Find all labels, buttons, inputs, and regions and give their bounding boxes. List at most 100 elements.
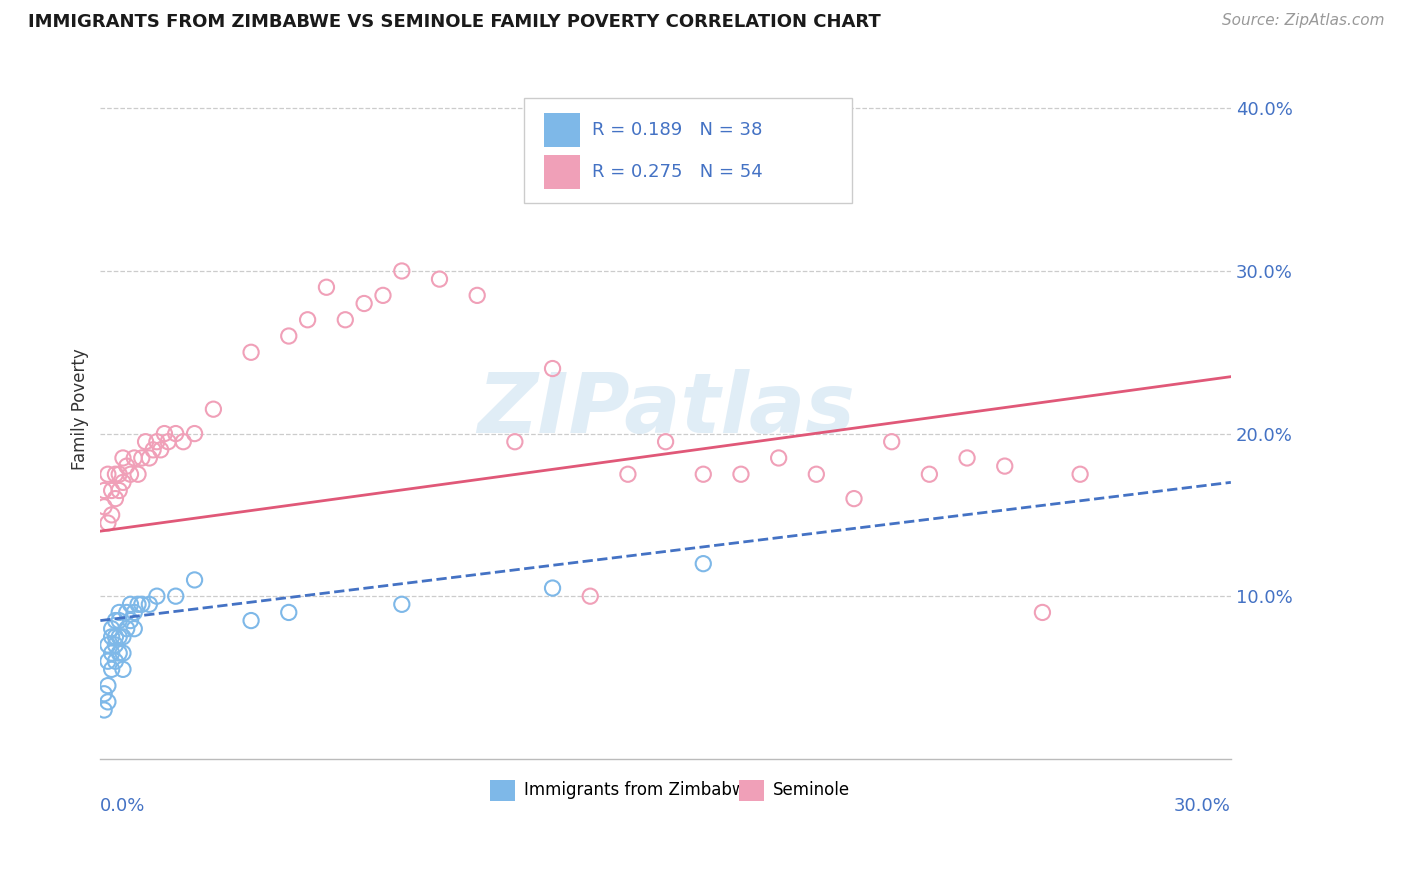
Point — [122, 450, 145, 465]
Bar — [544, 155, 579, 189]
Text: 30.0%: 30.0% — [1174, 797, 1230, 815]
Point — [122, 606, 145, 620]
Text: Source: ZipAtlas.com: Source: ZipAtlas.com — [1222, 13, 1385, 29]
Point — [183, 426, 205, 441]
Point — [120, 614, 142, 628]
Point — [100, 630, 122, 644]
Point — [131, 450, 153, 465]
Point — [93, 687, 115, 701]
Point — [157, 434, 180, 449]
Point — [541, 581, 564, 595]
Text: IMMIGRANTS FROM ZIMBABWE VS SEMINOLE FAMILY POVERTY CORRELATION CHART: IMMIGRANTS FROM ZIMBABWE VS SEMINOLE FAM… — [28, 13, 882, 31]
Point — [391, 597, 413, 611]
Point — [104, 467, 127, 482]
Point — [956, 450, 979, 465]
Point — [100, 622, 122, 636]
Point — [172, 434, 194, 449]
Point — [104, 491, 127, 506]
Point — [579, 589, 602, 603]
Point — [111, 630, 134, 644]
Point — [391, 264, 413, 278]
Point — [371, 288, 394, 302]
Point — [297, 312, 319, 326]
Point — [880, 434, 903, 449]
Point — [127, 597, 149, 611]
Point — [335, 312, 357, 326]
Point — [1069, 467, 1091, 482]
Bar — [491, 780, 515, 801]
Point — [541, 361, 564, 376]
Point — [97, 679, 120, 693]
Point — [127, 467, 149, 482]
Point — [138, 597, 160, 611]
Text: Seminole: Seminole — [773, 781, 851, 799]
Point — [277, 606, 299, 620]
Point — [149, 442, 172, 457]
Point — [100, 646, 122, 660]
Point — [165, 426, 187, 441]
Point — [93, 703, 115, 717]
Point — [104, 638, 127, 652]
Bar — [740, 780, 763, 801]
Point — [97, 516, 120, 530]
Point — [122, 622, 145, 636]
Point — [111, 475, 134, 490]
Point — [315, 280, 337, 294]
Point — [108, 630, 131, 644]
Point — [146, 589, 169, 603]
Point — [240, 614, 263, 628]
Point — [806, 467, 828, 482]
Point — [240, 345, 263, 359]
Point — [165, 589, 187, 603]
Point — [108, 467, 131, 482]
Point — [97, 467, 120, 482]
Point — [93, 500, 115, 514]
Point — [108, 606, 131, 620]
Point — [617, 467, 640, 482]
Point — [104, 630, 127, 644]
Point — [120, 467, 142, 482]
Point — [104, 654, 127, 668]
Point — [97, 638, 120, 652]
Point — [138, 450, 160, 465]
Point — [108, 483, 131, 498]
Point — [503, 434, 526, 449]
Point — [120, 597, 142, 611]
Text: Immigrants from Zimbabwe: Immigrants from Zimbabwe — [524, 781, 756, 799]
Point — [104, 614, 127, 628]
Point — [111, 662, 134, 676]
Point — [142, 442, 165, 457]
Point — [100, 662, 122, 676]
Point — [97, 654, 120, 668]
Point — [202, 402, 225, 417]
Point — [768, 450, 790, 465]
Point — [842, 491, 865, 506]
Point — [692, 467, 714, 482]
Point — [115, 459, 138, 474]
Point — [115, 622, 138, 636]
Y-axis label: Family Poverty: Family Poverty — [72, 348, 89, 470]
Point — [135, 434, 157, 449]
Point — [111, 450, 134, 465]
Text: ZIPatlas: ZIPatlas — [477, 368, 855, 450]
Point — [1031, 606, 1053, 620]
Text: R = 0.189   N = 38: R = 0.189 N = 38 — [592, 121, 762, 139]
Point — [277, 329, 299, 343]
Point — [429, 272, 451, 286]
Point — [97, 695, 120, 709]
Point — [994, 459, 1017, 474]
Point — [100, 508, 122, 522]
Point — [108, 646, 131, 660]
Bar — [544, 113, 579, 147]
Text: R = 0.275   N = 54: R = 0.275 N = 54 — [592, 163, 763, 181]
Point — [153, 426, 176, 441]
Point — [131, 597, 153, 611]
Point — [654, 434, 676, 449]
Point — [93, 483, 115, 498]
Point — [183, 573, 205, 587]
Point — [108, 614, 131, 628]
Point — [146, 434, 169, 449]
Point — [100, 483, 122, 498]
Point — [353, 296, 375, 310]
Point — [730, 467, 752, 482]
